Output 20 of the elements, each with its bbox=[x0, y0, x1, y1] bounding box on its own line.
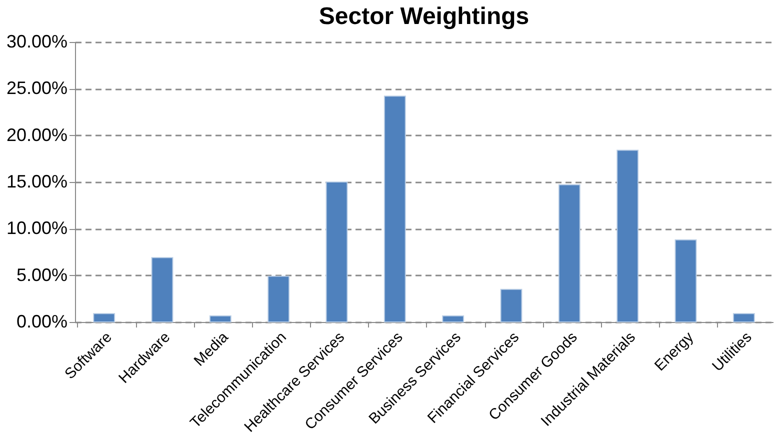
y-tick-label: 15.00% bbox=[6, 172, 68, 192]
bar bbox=[442, 315, 464, 322]
y-tick-label: 5.00% bbox=[16, 264, 68, 285]
y-tick-label: 30.00% bbox=[6, 32, 68, 52]
bar bbox=[151, 257, 174, 322]
bar bbox=[674, 239, 697, 322]
bar bbox=[209, 315, 232, 322]
y-tick-label: 20.00% bbox=[6, 124, 68, 145]
bar bbox=[558, 184, 580, 322]
y-tick-label: 10.00% bbox=[6, 218, 68, 238]
bar bbox=[616, 150, 639, 322]
bar bbox=[93, 313, 116, 322]
y-tick-label: 0.00% bbox=[16, 312, 68, 332]
chart-title: Sector Weightings bbox=[318, 3, 530, 30]
bar bbox=[384, 96, 406, 322]
bar bbox=[500, 288, 522, 322]
bar bbox=[732, 313, 755, 322]
bar bbox=[268, 276, 290, 322]
y-tick-label: 25.00% bbox=[6, 78, 68, 98]
bar bbox=[326, 182, 348, 322]
